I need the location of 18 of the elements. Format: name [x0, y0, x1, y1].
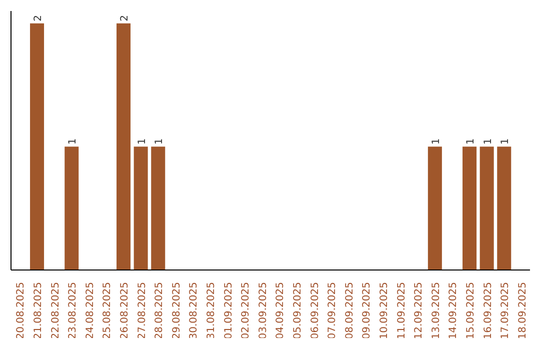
x-tick-label: 18.09.2025 — [517, 282, 528, 340]
x-tick-label: 14.09.2025 — [448, 282, 460, 340]
x-tick-label: 17.09.2025 — [500, 282, 512, 340]
x-tick-label: 10.09.2025 — [378, 282, 390, 340]
data-label: 2 — [120, 14, 131, 22]
data-label: 1 — [482, 138, 494, 145]
x-tick-label: 11.09.2025 — [396, 282, 408, 340]
data-label: 1 — [500, 138, 512, 145]
data-label: 2 — [33, 14, 44, 22]
data-label: 1 — [430, 138, 442, 145]
x-tick-label: 13.09.2025 — [430, 282, 442, 340]
x-tick-label: 15.09.2025 — [465, 282, 476, 340]
data-label: 1 — [466, 138, 477, 145]
data-label: 1 — [68, 138, 79, 145]
data-label: 1 — [136, 138, 148, 145]
x-tick-label: 12.09.2025 — [414, 282, 425, 340]
data-label: 1 — [154, 138, 166, 145]
x-tick-label: 16.09.2025 — [482, 282, 494, 340]
